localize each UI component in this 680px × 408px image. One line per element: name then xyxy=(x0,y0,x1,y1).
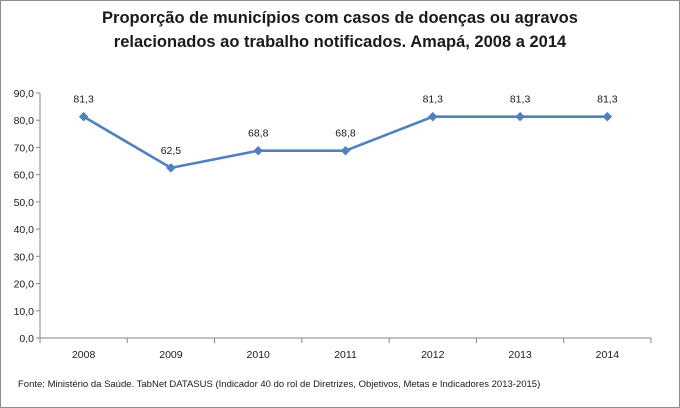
data-label: 68,8 xyxy=(248,128,269,140)
y-tick-label: 0,0 xyxy=(19,333,34,345)
x-tick-label: 2012 xyxy=(421,349,445,361)
data-point xyxy=(78,111,89,122)
chart-title-line-1: Proporção de municípios com casos de doe… xyxy=(102,9,578,27)
x-tick-label: 2008 xyxy=(72,349,96,361)
y-tick-label: 50,0 xyxy=(14,197,35,209)
y-tick-label: 70,0 xyxy=(14,142,35,154)
data-label: 81,3 xyxy=(510,94,531,106)
y-tick-label: 10,0 xyxy=(14,306,35,318)
chart-title: Proporção de municípios com casos de doe… xyxy=(40,6,640,54)
source-note: Fonte: Ministério da Saúde. TabNet DATAS… xyxy=(18,379,541,390)
y-tick-label: 30,0 xyxy=(14,251,35,263)
data-point xyxy=(340,145,351,156)
x-tick-label: 2009 xyxy=(159,349,183,361)
y-tick-label: 90,0 xyxy=(14,88,35,100)
y-tick-label: 60,0 xyxy=(14,170,35,182)
data-point xyxy=(427,111,438,122)
x-tick-label: 2011 xyxy=(334,349,357,361)
data-point xyxy=(253,145,264,156)
data-point xyxy=(166,163,176,173)
data-label: 81,3 xyxy=(73,94,94,106)
x-tick-label: 2010 xyxy=(247,349,271,361)
y-tick-label: 20,0 xyxy=(14,279,35,291)
y-tick-label: 80,0 xyxy=(14,115,35,127)
data-label: 68,8 xyxy=(335,128,356,140)
x-tick-label: 2013 xyxy=(508,349,532,361)
y-tick-label: 40,0 xyxy=(14,224,35,236)
x-tick-label: 2014 xyxy=(596,349,620,361)
data-label: 81,3 xyxy=(423,94,444,106)
chart-title-line-2: relacionados ao trabalho notificados. Am… xyxy=(113,33,567,51)
series-line xyxy=(82,115,609,170)
data-point xyxy=(515,111,525,122)
data-point xyxy=(602,111,613,122)
data-label: 62,5 xyxy=(161,145,182,157)
data-label: 81,3 xyxy=(597,94,618,106)
